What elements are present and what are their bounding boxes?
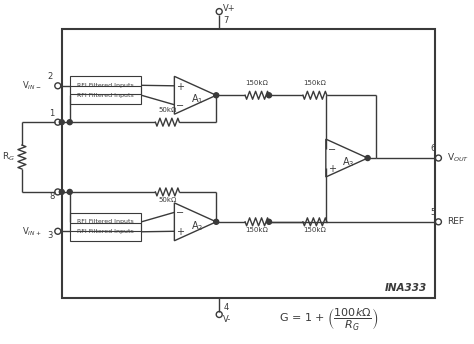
- Circle shape: [59, 120, 64, 125]
- Text: −: −: [328, 144, 336, 154]
- Text: 2: 2: [47, 72, 53, 81]
- Text: 150kΩ: 150kΩ: [246, 227, 268, 233]
- Circle shape: [59, 190, 64, 194]
- Text: 8: 8: [49, 192, 55, 201]
- Text: 7: 7: [223, 16, 228, 25]
- Text: A$_2$: A$_2$: [191, 219, 203, 233]
- Circle shape: [67, 190, 72, 194]
- Text: RFI Filtered Inputs: RFI Filtered Inputs: [77, 219, 134, 224]
- Text: +: +: [176, 82, 184, 92]
- Text: REF: REF: [447, 217, 465, 226]
- Text: 50kΩ: 50kΩ: [158, 107, 177, 113]
- Text: A$_3$: A$_3$: [343, 155, 355, 169]
- Text: INA333: INA333: [385, 282, 428, 293]
- Text: 6: 6: [431, 144, 436, 153]
- Text: V$_{OUT}$: V$_{OUT}$: [447, 152, 470, 164]
- Text: R$_G$: R$_G$: [2, 151, 16, 163]
- Text: 4: 4: [223, 303, 228, 312]
- Text: +: +: [176, 227, 184, 237]
- Bar: [70, 213, 142, 231]
- Text: 3: 3: [47, 231, 53, 240]
- Bar: [70, 86, 142, 104]
- Text: V$_{IN+}$: V$_{IN+}$: [22, 225, 42, 238]
- Text: RFI Filtered Inputs: RFI Filtered Inputs: [77, 229, 134, 234]
- Text: RFI Filtered Inputs: RFI Filtered Inputs: [77, 83, 134, 88]
- Text: +: +: [328, 163, 336, 173]
- Bar: [62, 29, 436, 298]
- Bar: [70, 76, 142, 94]
- Text: 150kΩ: 150kΩ: [303, 80, 326, 86]
- Text: 50kΩ: 50kΩ: [158, 197, 177, 203]
- Bar: [70, 223, 142, 241]
- Circle shape: [266, 93, 272, 98]
- Circle shape: [214, 93, 219, 98]
- Text: 150kΩ: 150kΩ: [303, 227, 326, 233]
- Text: V+: V+: [223, 4, 236, 13]
- Circle shape: [266, 219, 272, 224]
- Text: G = 1 + $\left(\dfrac{100k\Omega}{R_G}\right)$: G = 1 + $\left(\dfrac{100k\Omega}{R_G}\r…: [279, 307, 379, 332]
- Text: V$_{IN-}$: V$_{IN-}$: [22, 79, 42, 92]
- Text: −: −: [176, 208, 184, 218]
- Circle shape: [67, 120, 72, 125]
- Circle shape: [214, 219, 219, 224]
- Text: A$_1$: A$_1$: [191, 92, 203, 106]
- Text: V-: V-: [223, 315, 231, 324]
- Text: 150kΩ: 150kΩ: [246, 80, 268, 86]
- Text: RFI Filtered Inputs: RFI Filtered Inputs: [77, 93, 134, 98]
- Circle shape: [365, 155, 370, 161]
- Text: 5: 5: [431, 208, 436, 217]
- Text: −: −: [176, 101, 184, 111]
- Text: 1: 1: [49, 109, 55, 118]
